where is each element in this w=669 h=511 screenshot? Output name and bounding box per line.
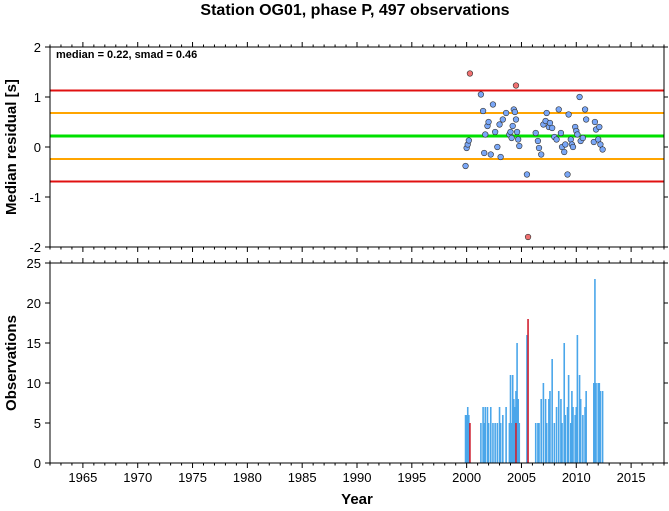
residual-point-0-25 bbox=[513, 128, 521, 136]
y-tick-label: 0 bbox=[34, 456, 41, 471]
residual-point-1-1 bbox=[512, 82, 520, 89]
x-tick-label: 1995 bbox=[397, 470, 426, 485]
stats-annotation: median = 0.22, smad = 0.46 bbox=[56, 49, 197, 61]
residual-point-0-30 bbox=[534, 137, 542, 145]
y-axis-label-observations: Observations bbox=[3, 315, 20, 411]
residual-point-0-44 bbox=[561, 148, 568, 156]
x-tick-label: 1975 bbox=[178, 470, 207, 485]
residual-point-0-6 bbox=[481, 149, 488, 157]
x-axis-label-year: Year bbox=[341, 491, 373, 508]
residual-point-0-50 bbox=[569, 143, 577, 151]
residual-point-0-32 bbox=[538, 151, 545, 158]
y-tick-label: 10 bbox=[27, 376, 41, 391]
y-tick-label: 15 bbox=[27, 336, 41, 351]
x-tick-label: 2015 bbox=[617, 470, 646, 485]
residual-point-0-19 bbox=[507, 128, 514, 136]
residual-point-0-23 bbox=[511, 108, 518, 116]
residual-point-0-45 bbox=[562, 141, 569, 148]
residual-point-0-28 bbox=[523, 171, 531, 178]
residual-point-0-13 bbox=[494, 143, 501, 151]
x-tick-label: 1965 bbox=[68, 470, 97, 485]
residual-point-0-15 bbox=[497, 153, 504, 161]
residual-point-0-40 bbox=[553, 136, 560, 143]
y-tick-label: 5 bbox=[34, 416, 41, 431]
residual-panel: -2 -1 0 1 2 median = 0.22, smad = 0.46 Media… bbox=[3, 40, 668, 255]
y-tick-label: 25 bbox=[27, 256, 41, 271]
observations-panel: 0 5 10 15 20 25 1965 1970 1975 1980 1985 1990 1995 2… bbox=[3, 256, 668, 508]
residual-point-0-54 bbox=[576, 93, 583, 101]
residual-point-0-12 bbox=[492, 128, 499, 136]
residual-point-0-31 bbox=[535, 144, 543, 152]
residual-point-0-21 bbox=[509, 122, 516, 130]
residual-point-0-11 bbox=[489, 101, 497, 108]
residual-point-0-27 bbox=[516, 142, 523, 150]
residual-point-0-62 bbox=[595, 136, 602, 143]
y-tick-label: 2 bbox=[34, 40, 41, 55]
y-tick-label: 20 bbox=[27, 296, 41, 311]
residual-point-0-35 bbox=[543, 109, 550, 117]
y-tick-label: 0 bbox=[34, 140, 41, 155]
residual-point-1-2 bbox=[524, 233, 532, 241]
residual-point-0-41 bbox=[555, 106, 562, 113]
residual-point-0-37 bbox=[546, 119, 554, 127]
residual-point-0-29 bbox=[532, 129, 539, 137]
residual-point-0-10 bbox=[487, 151, 494, 158]
residual-point-0-4 bbox=[477, 91, 484, 98]
x-tick-label: 1985 bbox=[288, 470, 317, 485]
residual-point-0-53 bbox=[574, 131, 581, 138]
residual-point-1-0 bbox=[466, 70, 474, 77]
y-tick-label: -1 bbox=[29, 190, 41, 205]
residual-point-0-58 bbox=[583, 116, 590, 123]
residual-point-0-14 bbox=[496, 121, 503, 128]
residual-point-0-5 bbox=[479, 107, 487, 115]
residual-point-0-64 bbox=[597, 141, 604, 148]
residual-point-0-3 bbox=[465, 137, 472, 144]
y-tick-label: -2 bbox=[29, 240, 41, 255]
residual-point-0-17 bbox=[503, 109, 510, 117]
residual-point-0-42 bbox=[557, 129, 565, 137]
residual-point-0-0 bbox=[462, 162, 469, 170]
residual-point-0-56 bbox=[579, 134, 586, 142]
residual-point-0-48 bbox=[567, 136, 574, 143]
residual-point-0-24 bbox=[512, 116, 520, 123]
residual-point-0-63 bbox=[596, 123, 603, 131]
x-tick-label: 2010 bbox=[562, 470, 591, 485]
y-tick-label: 1 bbox=[34, 90, 41, 105]
x-tick-label: 2000 bbox=[452, 470, 481, 485]
residual-point-0-20 bbox=[508, 134, 515, 142]
residual-point-0-60 bbox=[591, 118, 599, 126]
x-tick-label: 2005 bbox=[507, 470, 536, 485]
x-tick-label: 1980 bbox=[233, 470, 262, 485]
chart-title: Station OG01, phase P, 497 observations bbox=[200, 2, 509, 19]
x-tick-label: 1990 bbox=[343, 470, 372, 485]
residual-point-0-38 bbox=[549, 124, 556, 132]
residual-point-0-47 bbox=[565, 111, 572, 118]
residual-point-0-9 bbox=[485, 118, 492, 126]
residual-point-0-26 bbox=[515, 136, 522, 143]
residual-point-0-57 bbox=[581, 106, 589, 113]
residual-point-0-65 bbox=[599, 146, 606, 153]
residual-point-0-46 bbox=[564, 171, 571, 178]
y-axis-label-residual: Median residual [s] bbox=[3, 79, 20, 215]
x-tick-label: 1970 bbox=[123, 470, 152, 485]
residual-point-0-7 bbox=[482, 131, 489, 138]
residual-point-0-16 bbox=[499, 116, 506, 123]
